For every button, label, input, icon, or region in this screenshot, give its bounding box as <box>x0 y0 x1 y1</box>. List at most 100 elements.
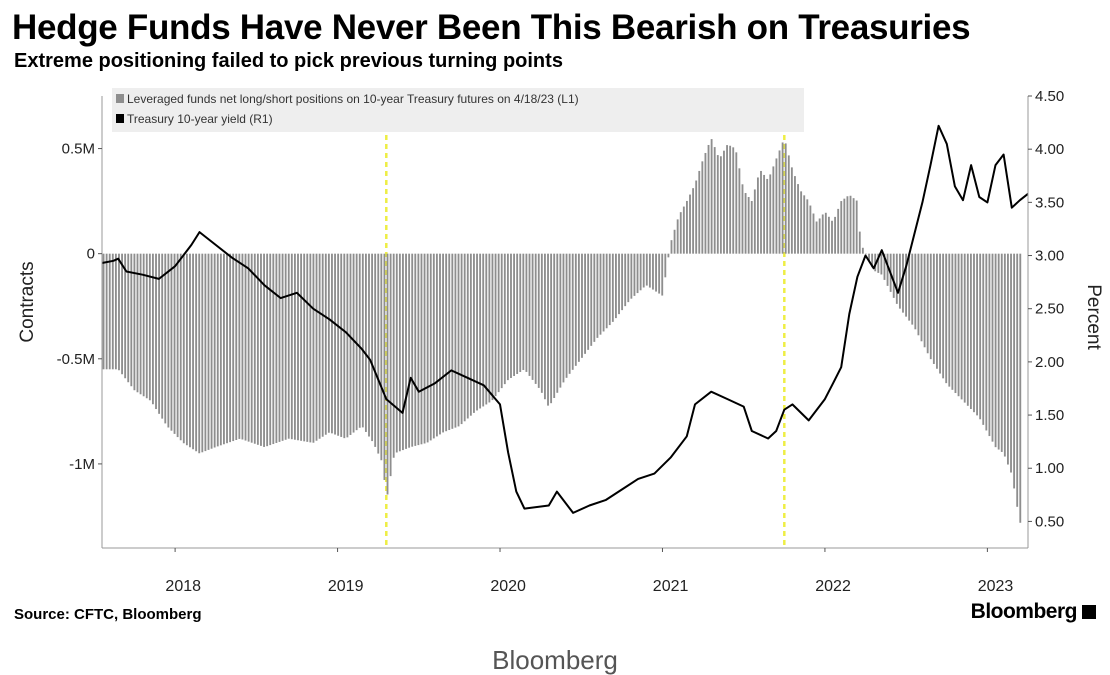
position-bar <box>324 253 327 435</box>
position-bar <box>219 253 222 446</box>
position-bar <box>932 253 935 364</box>
position-bar <box>238 253 241 439</box>
position-bar <box>241 253 244 440</box>
position-bar <box>568 253 571 374</box>
position-bar <box>284 253 287 440</box>
x-tick-label: 2022 <box>815 578 851 595</box>
yield-line-group <box>101 124 1029 514</box>
position-bar <box>173 253 176 434</box>
position-bar <box>226 253 228 444</box>
position-bar <box>652 253 654 290</box>
position-bar <box>849 195 852 254</box>
position-bar <box>753 189 756 254</box>
position-bar <box>818 218 821 254</box>
position-bar <box>460 253 463 425</box>
position-bar <box>676 219 679 254</box>
position-bar <box>837 208 840 254</box>
position-bar <box>195 253 198 452</box>
position-bar <box>405 253 407 449</box>
position-bar <box>951 253 954 390</box>
position-bar <box>340 253 343 437</box>
left-tick-label: -1M <box>69 456 95 473</box>
position-bar <box>605 253 608 329</box>
position-bar <box>429 253 432 441</box>
position-bar <box>559 253 562 388</box>
position-bars <box>102 139 1022 523</box>
position-bar <box>747 197 750 254</box>
position-bar <box>309 253 312 443</box>
position-bar <box>525 253 528 372</box>
position-bar <box>179 253 182 441</box>
position-bar <box>821 214 824 254</box>
position-bar <box>756 177 759 254</box>
position-bar <box>911 253 914 325</box>
position-bar <box>723 150 725 254</box>
position-bar <box>948 253 951 387</box>
position-bar <box>479 253 482 409</box>
position-bar <box>161 253 164 419</box>
position-bar <box>735 152 738 254</box>
position-bar <box>494 253 497 397</box>
position-bar <box>957 253 960 397</box>
position-bar <box>784 143 787 254</box>
position-bar <box>633 253 636 296</box>
position-bar <box>269 253 272 446</box>
position-bar <box>102 253 105 370</box>
position-bar <box>105 253 108 370</box>
position-bar <box>824 212 827 254</box>
position-bar <box>389 253 392 477</box>
position-bar <box>432 253 435 439</box>
position-bar <box>790 167 793 254</box>
position-bar <box>648 253 651 288</box>
position-bar <box>312 253 315 443</box>
position-bar <box>627 253 630 303</box>
position-bar <box>701 161 704 254</box>
position-bar <box>488 253 491 403</box>
legend-swatch-positions <box>116 94 124 103</box>
position-bar <box>963 253 966 403</box>
position-bar <box>726 145 728 254</box>
position-bar <box>108 253 111 370</box>
legend-label-yield: Treasury 10-year yield (R1) <box>127 112 273 126</box>
position-bar <box>222 253 225 445</box>
position-bar <box>473 253 475 413</box>
position-bar <box>806 199 809 254</box>
position-bar <box>615 253 617 319</box>
position-bar <box>176 253 179 438</box>
position-bar <box>621 253 624 311</box>
position-bar <box>624 253 627 307</box>
left-tick-label: 0.5M <box>62 141 95 158</box>
right-tick-label: 3.00 <box>1035 248 1064 265</box>
position-bar <box>902 253 904 313</box>
position-bar <box>364 253 367 432</box>
position-bar <box>834 216 837 254</box>
position-bar <box>152 253 154 405</box>
position-bar <box>380 253 383 461</box>
position-bar <box>973 253 975 413</box>
position-bar <box>371 253 374 442</box>
position-bar <box>673 229 676 254</box>
position-bar <box>315 253 318 441</box>
position-bar <box>729 145 732 254</box>
brand-text: Bloomberg <box>970 600 1078 623</box>
position-bar <box>482 253 485 407</box>
position-bar <box>491 253 494 401</box>
position-bar <box>772 166 775 254</box>
position-bar <box>1007 253 1009 465</box>
position-bar <box>710 139 713 254</box>
position-bar <box>355 253 358 431</box>
position-bar <box>1019 253 1022 523</box>
position-bar <box>408 253 411 448</box>
position-bar <box>331 253 333 434</box>
position-bar <box>692 188 695 254</box>
position-bar <box>497 253 500 393</box>
position-bar <box>318 253 321 439</box>
position-bar <box>334 253 336 435</box>
position-bar <box>201 253 204 453</box>
position-bar <box>275 253 278 443</box>
position-bar <box>392 253 395 458</box>
legend-label-positions: Leveraged funds net long/short positions… <box>127 92 579 106</box>
position-bar <box>994 253 997 448</box>
x-tick-label: 2021 <box>653 578 689 595</box>
